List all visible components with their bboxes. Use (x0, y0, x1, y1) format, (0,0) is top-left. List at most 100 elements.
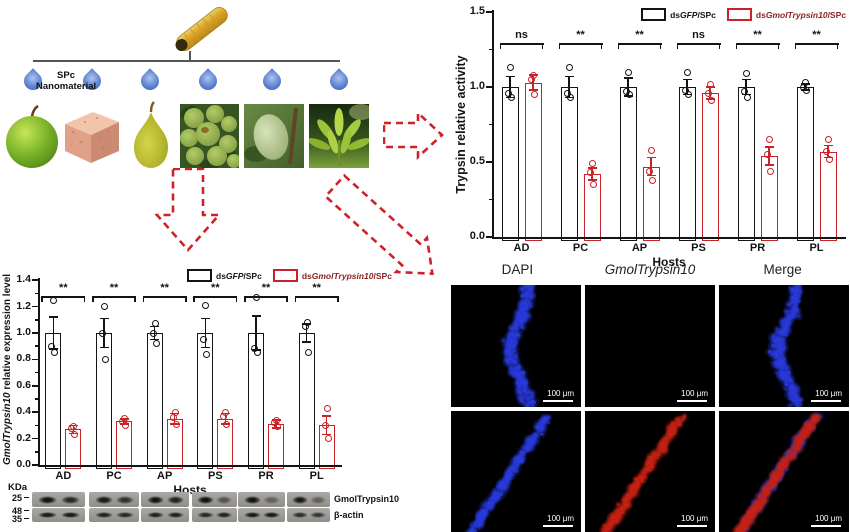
sig-bracket-end (193, 296, 195, 302)
trypsin-activity-chart: 0.0 0.5 1.0 1.5 ns AD ** PC ** AP ns PS ** PR ** PL Host… (440, 0, 850, 272)
data-point (825, 136, 832, 143)
data-point (744, 94, 751, 101)
fruit-branch (288, 107, 298, 165)
y-tick (32, 305, 38, 308)
y-tick (32, 411, 38, 413)
fruit-body (253, 114, 289, 160)
data-point (101, 303, 108, 311)
error-bar-cap (150, 338, 160, 341)
blot-panel (89, 508, 139, 522)
error-bar-line (650, 157, 652, 176)
bar (737, 87, 755, 241)
data-point (102, 355, 109, 363)
larva-icon (175, 7, 228, 52)
y-axis-title: Trypsin relative activity (454, 12, 468, 237)
x-tick-label: PR (258, 470, 274, 482)
data-point (203, 350, 211, 358)
sig-label: ** (211, 282, 220, 294)
sig-bracket-end (836, 43, 839, 49)
data-point (648, 146, 655, 154)
artificial-diet-cube-image (65, 112, 119, 163)
sig-bracket-end (777, 43, 780, 49)
blot-band (263, 495, 281, 504)
data-point (766, 136, 773, 143)
bar (524, 82, 542, 241)
blot-band (292, 511, 308, 519)
legend-label-part: GFP (225, 270, 244, 281)
sig-bracket-end (337, 296, 339, 302)
sig-label: ** (109, 282, 119, 294)
bar (678, 87, 696, 241)
blot-panel (238, 492, 285, 507)
error-bar-cap (682, 78, 692, 81)
blot-band (243, 495, 261, 504)
y-tick (35, 398, 38, 400)
legend-label-part: /SPc (373, 270, 392, 281)
y-tick-label: 1.2 (16, 299, 31, 312)
legend-swatch (187, 269, 212, 282)
data-point (566, 64, 573, 71)
blot-panel (141, 492, 189, 507)
x-tick-label: PC (106, 470, 122, 482)
y-axis-title-text: GmolTrypsin10 (2, 392, 13, 465)
data-point (223, 420, 231, 428)
sig-bracket-end (244, 296, 246, 302)
data-point (646, 167, 653, 175)
legend-label: dsGFP/SPc (670, 10, 716, 20)
pear-body (134, 112, 168, 168)
kda-marker-tick (24, 518, 29, 520)
error-bar-cap (251, 315, 261, 317)
sig-bracket-end (541, 43, 544, 49)
data-point (122, 421, 129, 429)
sig-label: ** (753, 29, 762, 41)
bar (268, 424, 284, 469)
bar (560, 87, 578, 241)
x-tick-label: AD (513, 242, 530, 254)
blot-band (292, 495, 308, 504)
legend-label-part: /SPc (243, 270, 262, 281)
scale-bar (543, 399, 573, 402)
error-bar-line (745, 79, 747, 95)
sig-label: ** (576, 29, 585, 41)
sig-bracket-end (235, 296, 238, 302)
apple-stem (30, 105, 39, 118)
blot-band (146, 495, 165, 504)
y-tick (35, 319, 38, 321)
sig-bracket (558, 43, 603, 45)
scale-bar (677, 524, 707, 527)
sig-label: ** (812, 29, 821, 41)
blot-band (38, 511, 58, 519)
fluorescence-image (585, 285, 715, 407)
y-tick (489, 123, 492, 126)
y-tick (32, 332, 38, 334)
fluorescence-image (719, 411, 849, 532)
blot-panel (32, 492, 85, 507)
kda-marker-tick (24, 510, 29, 512)
data-point (764, 151, 771, 158)
pear-image (134, 101, 168, 168)
sig-bracket-end (41, 296, 43, 302)
error-bar-line (509, 76, 511, 98)
y-tick-label: 1.4 (16, 273, 31, 286)
dashed-arrow-down-icon (155, 168, 221, 252)
y-tick-label: 0.0 (469, 230, 485, 242)
sig-bracket-end (92, 296, 94, 302)
error-bar-line (255, 315, 257, 351)
sig-label: ** (59, 282, 68, 294)
cluster-fruits (180, 105, 239, 168)
water-droplet-icon (259, 65, 285, 95)
blot-panel (89, 492, 139, 507)
sig-bracket (794, 43, 839, 45)
blot-row-label: GmolTrypsin10 (334, 494, 400, 504)
error-bar-cap (646, 174, 656, 177)
y-tick (486, 236, 492, 238)
bar (146, 333, 163, 469)
sig-bracket-end (142, 296, 145, 302)
y-tick-label: 1.0 (469, 80, 485, 92)
microscopy-panel: DAPI GmolTrypsin10 Merge 100 μm 100 μm 100 μm… (440, 258, 850, 532)
error-bar-cap (48, 316, 58, 318)
legend-item: dsGmolTrypsin10/SPc (726, 8, 846, 21)
error-bar-cap (99, 317, 109, 320)
sig-bracket-end (794, 43, 797, 49)
data-point (152, 340, 160, 348)
